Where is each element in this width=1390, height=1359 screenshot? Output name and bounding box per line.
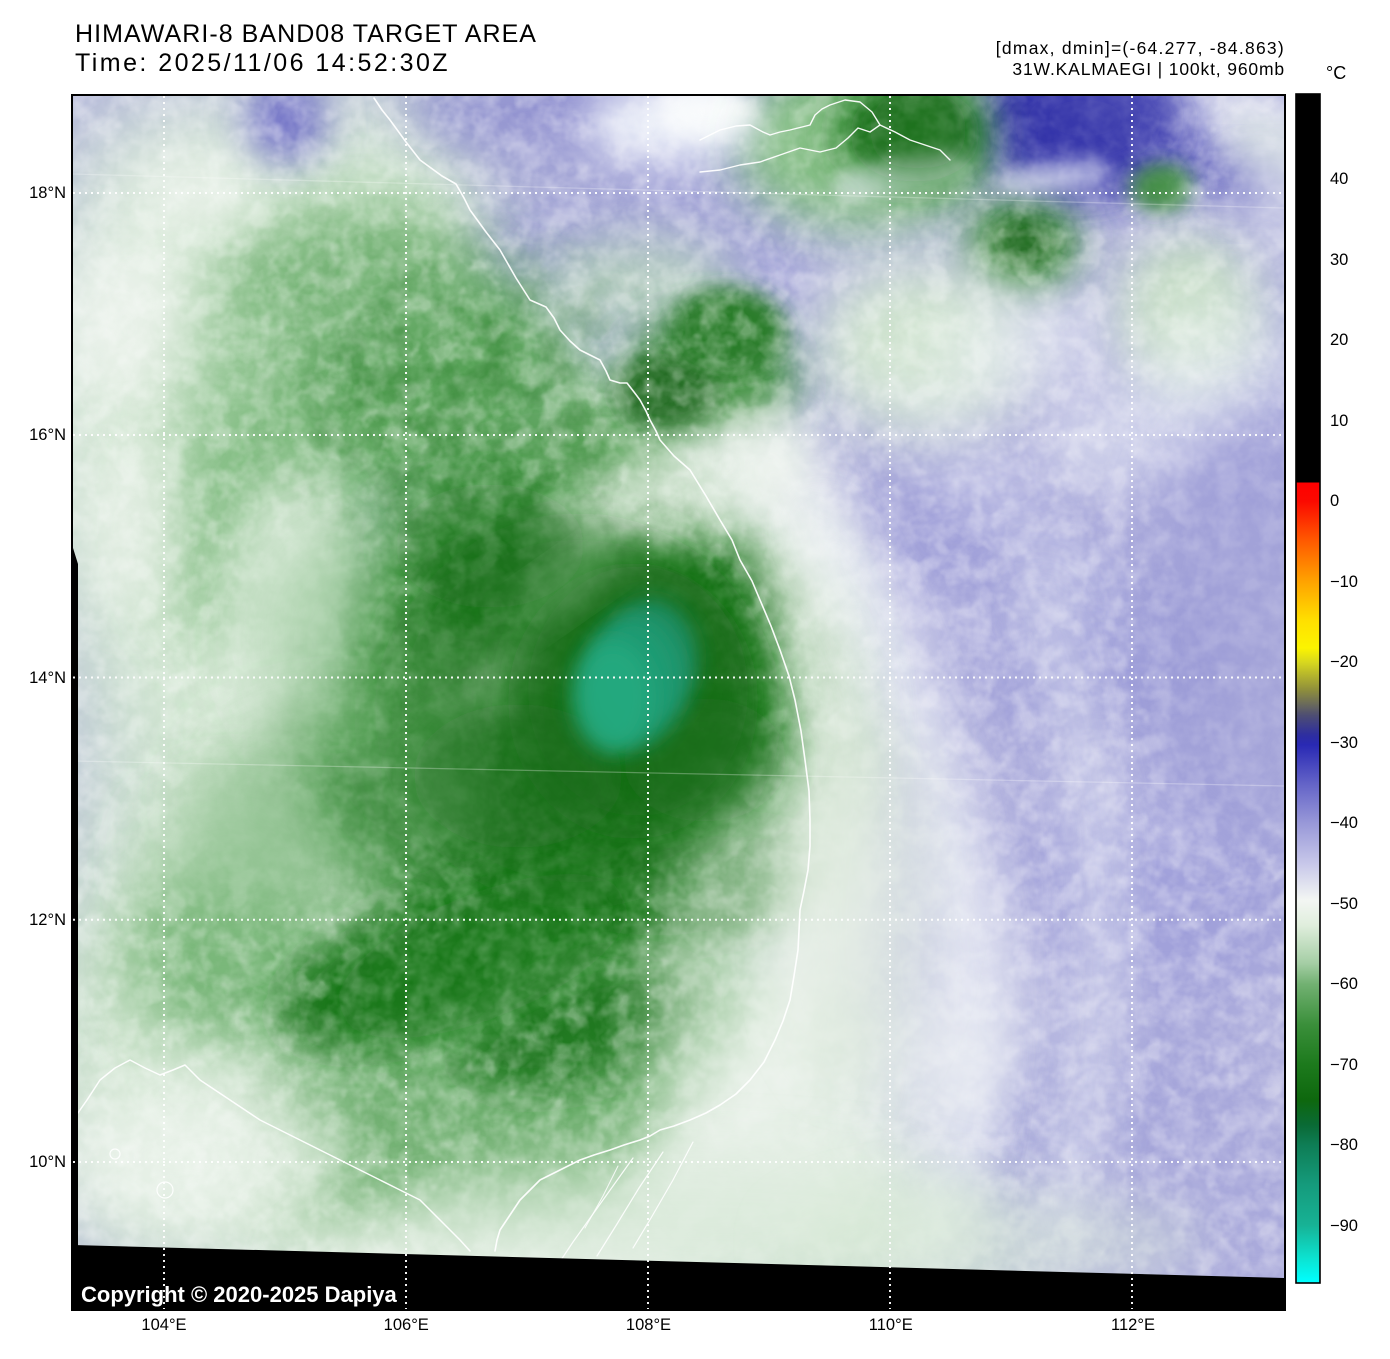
- svg-text:Copyright © 2020-2025 Dapiya: Copyright © 2020-2025 Dapiya: [81, 1282, 398, 1307]
